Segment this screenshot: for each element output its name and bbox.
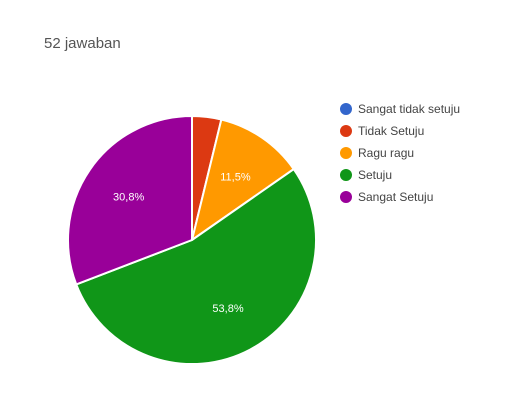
pie-slice-sangat-setuju <box>67 115 193 286</box>
legend-label: Ragu ragu <box>358 146 415 160</box>
pie-slice-ragu-ragu <box>191 118 295 241</box>
slice-label-setuju: 53,8% <box>212 303 243 315</box>
legend-item-sangat-setuju[interactable]: Sangat Setuju <box>340 189 500 205</box>
legend-label: Tidak Setuju <box>358 124 425 138</box>
pie-slice-setuju <box>75 168 317 365</box>
legend-label: Setuju <box>358 168 393 182</box>
legend-item-tidak-setuju[interactable]: Tidak Setuju <box>340 123 500 139</box>
slice-label-sangat-setuju: 30,8% <box>113 191 144 203</box>
legend-item-ragu-ragu[interactable]: Ragu ragu <box>340 145 500 161</box>
legend-swatch-icon <box>340 191 352 203</box>
legend-swatch-icon <box>340 103 352 115</box>
response-count: 52 jawaban <box>44 35 121 52</box>
slice-label-ragu-ragu: 11,5% <box>220 172 251 184</box>
legend-swatch-icon <box>340 125 352 137</box>
chart-legend: Sangat tidak setuju Tidak Setuju Ragu ragu… <box>340 101 500 211</box>
legend-swatch-icon <box>340 147 352 159</box>
legend-swatch-icon <box>340 169 352 181</box>
legend-label: Sangat Setuju <box>358 190 434 204</box>
legend-label: Sangat tidak setuju <box>358 102 461 116</box>
legend-item-sangat-tidak-setuju[interactable]: Sangat tidak setuju <box>340 101 500 117</box>
legend-item-setuju[interactable]: Setuju <box>340 167 500 183</box>
